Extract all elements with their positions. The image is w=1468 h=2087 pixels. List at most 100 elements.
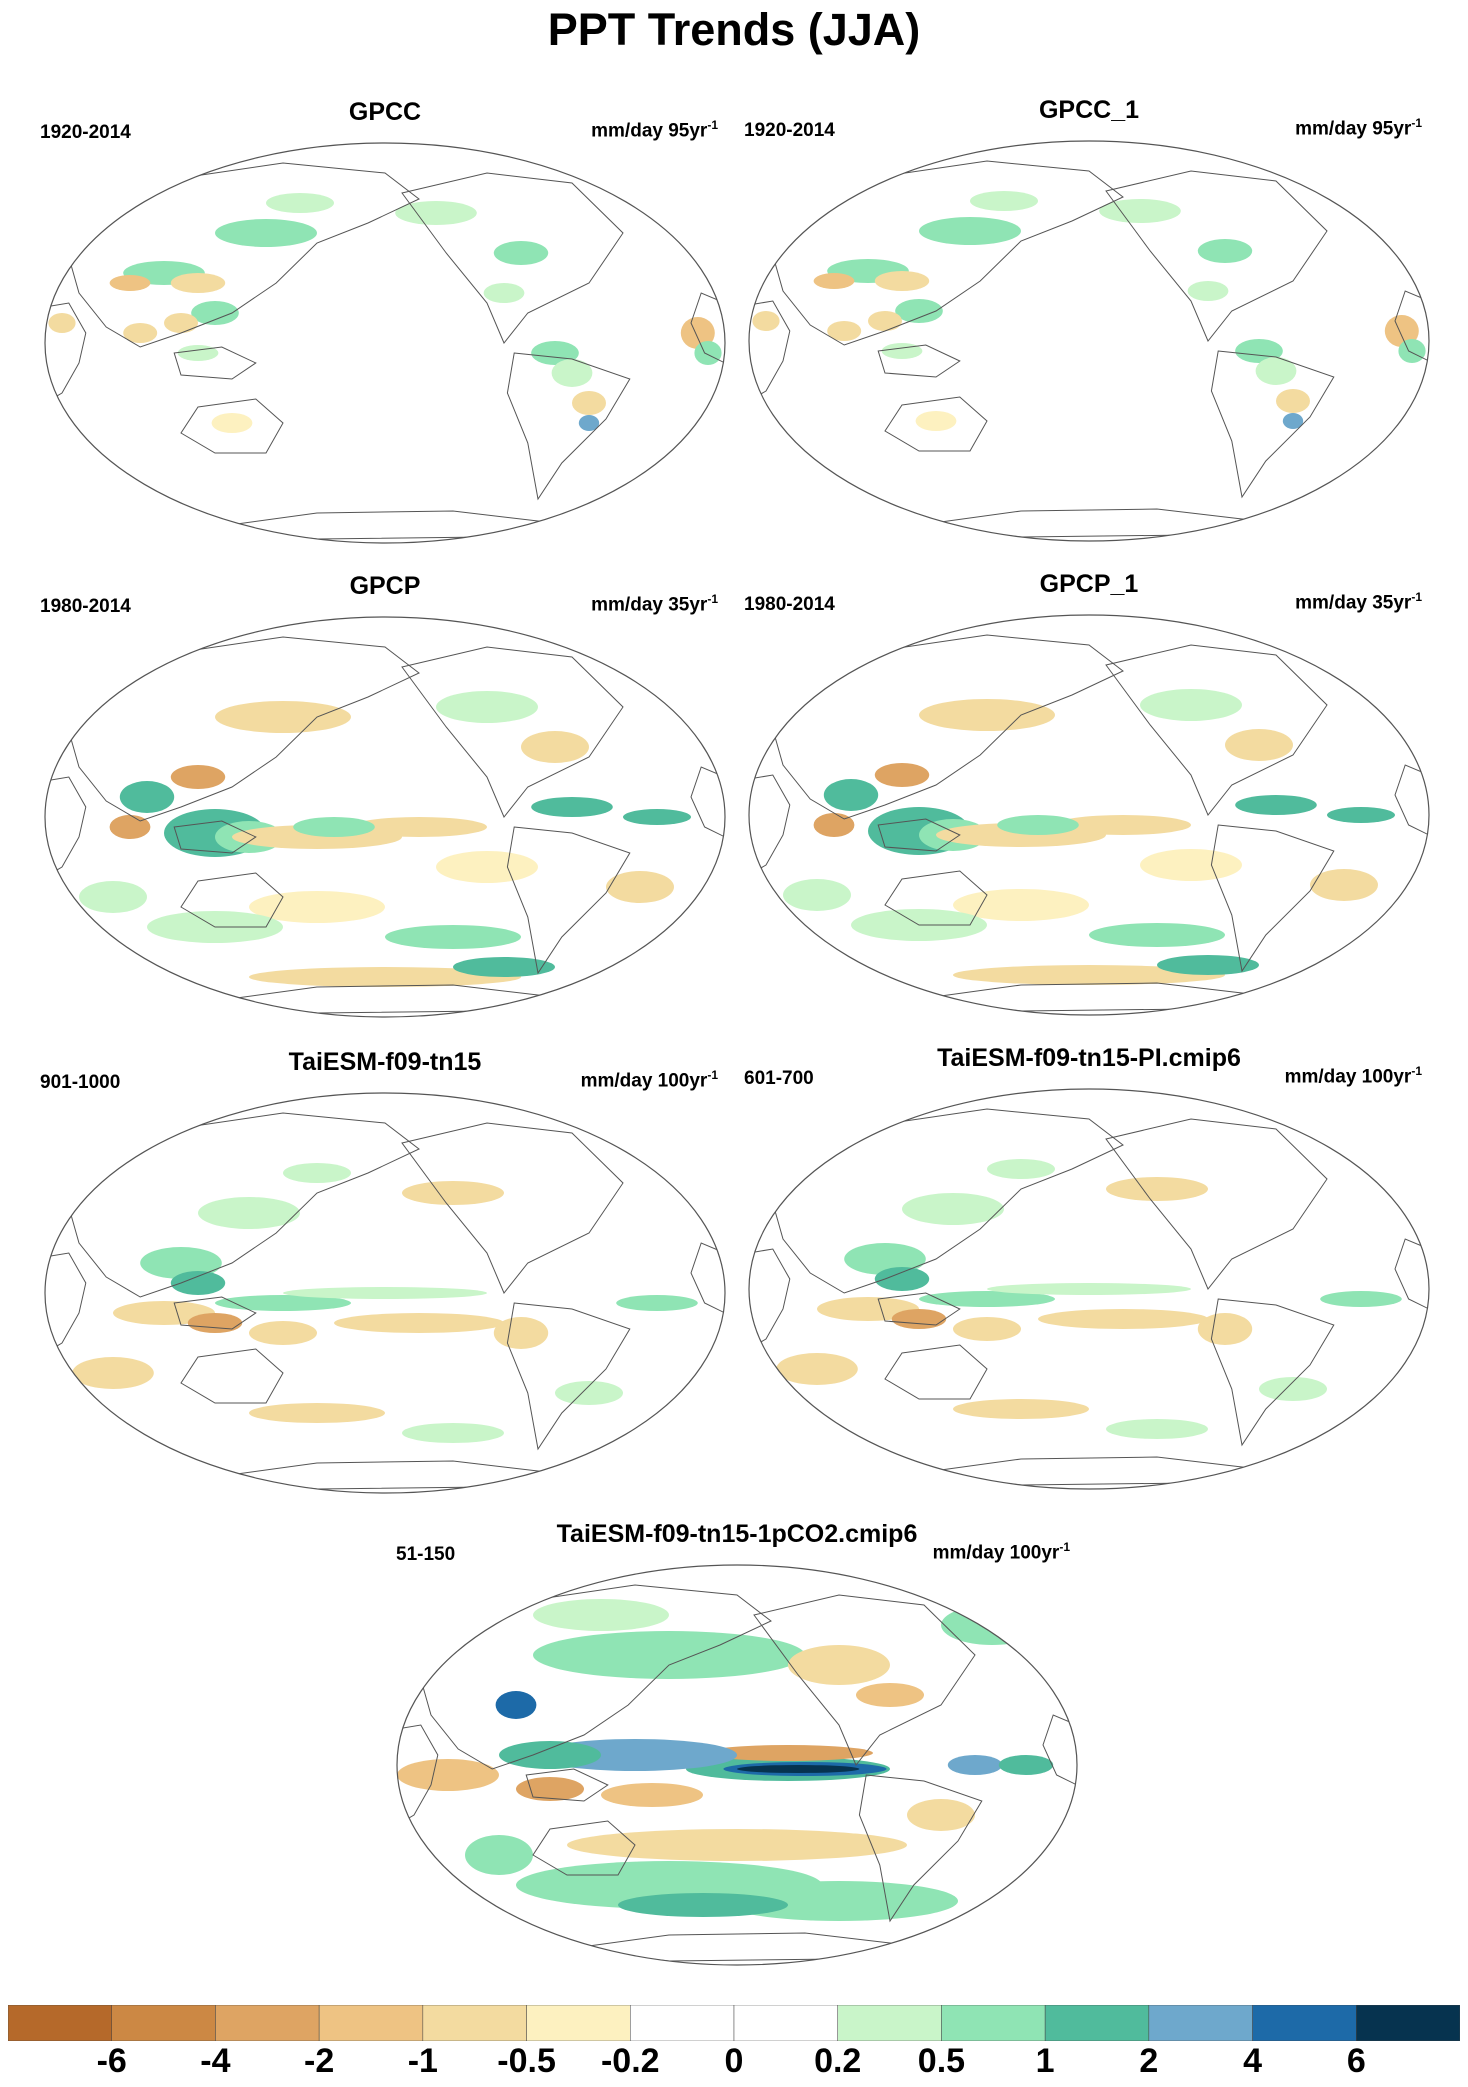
map-border bbox=[748, 614, 1430, 1016]
trend-contour bbox=[170, 273, 226, 293]
trend-contour bbox=[783, 879, 851, 911]
coastline-north-america bbox=[1105, 1118, 1328, 1290]
panel-units: mm/day 35yr-1 bbox=[591, 592, 718, 616]
panel-title: GPCP_1 bbox=[1039, 570, 1139, 598]
trend-contour bbox=[521, 731, 589, 763]
panel-years: 1980-2014 bbox=[40, 596, 131, 617]
trend-contour bbox=[283, 1163, 351, 1183]
trend-contour bbox=[495, 1691, 537, 1719]
coastline-eurasia bbox=[61, 162, 420, 348]
trend-contour bbox=[1235, 339, 1283, 363]
coastline-australia bbox=[180, 1348, 284, 1404]
trend-contour bbox=[823, 779, 879, 811]
panel-years: 901-1000 bbox=[40, 1072, 121, 1093]
coastline-australia bbox=[180, 398, 284, 454]
trend-contour bbox=[902, 1193, 1004, 1225]
trend-contour bbox=[72, 1357, 154, 1389]
colorbar-tick-label: 1 bbox=[1035, 2042, 1055, 2080]
trend-contour bbox=[953, 1399, 1089, 1419]
trend-contour bbox=[385, 925, 521, 949]
trend-contour bbox=[874, 763, 930, 787]
map-panel-gpcp-1: GPCP_1 1980-2014 mm/day 35yr-1 bbox=[744, 570, 1434, 1020]
trend-contour bbox=[856, 1683, 924, 1707]
coastline-eurasia bbox=[765, 1108, 1124, 1294]
coastline-north-america bbox=[401, 1122, 624, 1294]
trend-contour bbox=[531, 797, 613, 817]
colorbar-tick-label: 0.5 bbox=[917, 2042, 966, 2080]
colorbar-box bbox=[1356, 2005, 1460, 2041]
coastline-africa-west bbox=[45, 776, 87, 878]
colorbar-tick-label: -6 bbox=[96, 2042, 127, 2080]
coastline-africa-east bbox=[690, 292, 725, 364]
coastline-maritime bbox=[173, 820, 257, 854]
coastline-maritime bbox=[877, 818, 961, 852]
trend-contour bbox=[249, 891, 385, 923]
map-panel-taiesm-1pco2: TaiESM-f09-tn15-1pCO2.cmip6 51-150 mm/da… bbox=[392, 1520, 1082, 1970]
trend-contour bbox=[1398, 339, 1426, 363]
panel-years: 1920-2014 bbox=[744, 120, 835, 141]
colorbar-box bbox=[1252, 2005, 1357, 2041]
trend-contour bbox=[177, 345, 219, 361]
trend-contour bbox=[533, 1599, 669, 1631]
coastline-north-america bbox=[1105, 170, 1328, 342]
coastline-south-america bbox=[506, 826, 631, 975]
colorbar-box bbox=[1148, 2005, 1253, 2041]
trend-contour bbox=[874, 1267, 930, 1291]
trend-contour bbox=[215, 701, 351, 733]
trend-contour bbox=[1187, 281, 1229, 301]
trend-contour bbox=[953, 965, 1225, 985]
trend-contour bbox=[868, 311, 902, 331]
trend-contour bbox=[915, 411, 957, 431]
colorbar-tick-label: 6 bbox=[1346, 2042, 1366, 2080]
trend-contour bbox=[578, 415, 600, 431]
trend-contour bbox=[567, 1829, 907, 1861]
trend-contour bbox=[164, 313, 198, 333]
trend-contour bbox=[813, 813, 855, 837]
trend-contour bbox=[919, 1291, 1055, 1307]
coastline-eurasia bbox=[765, 634, 1124, 820]
trend-contour bbox=[827, 321, 862, 341]
trend-contour bbox=[919, 217, 1021, 245]
world-map bbox=[748, 614, 1430, 1016]
coastline-north-america bbox=[401, 646, 624, 818]
trend-contour bbox=[493, 1317, 549, 1349]
trend-contour bbox=[402, 1181, 504, 1205]
trend-contour bbox=[1055, 815, 1191, 835]
trend-contour bbox=[79, 881, 147, 913]
map-border bbox=[44, 616, 726, 1018]
map-panel-gpcp: GPCP 1980-2014 mm/day 35yr-1 bbox=[40, 572, 730, 1022]
coastline-south-america bbox=[1210, 350, 1335, 499]
panel-years: 1980-2014 bbox=[744, 594, 835, 615]
trend-contour bbox=[953, 889, 1089, 921]
coastline-africa-east bbox=[690, 766, 725, 838]
trend-contour bbox=[987, 1283, 1191, 1295]
colorbar-box bbox=[630, 2005, 735, 2041]
colorbar-box bbox=[837, 2005, 942, 2041]
coastline-antarctica bbox=[918, 982, 1260, 1012]
trend-contour bbox=[844, 1243, 926, 1275]
panel-title: TaiESM-f09-tn15-1pCO2.cmip6 bbox=[556, 1520, 918, 1548]
coastline-maritime bbox=[877, 344, 961, 378]
trend-contour bbox=[1140, 849, 1242, 881]
trend-contour bbox=[606, 871, 674, 903]
world-map bbox=[748, 140, 1430, 542]
coastline-north-america bbox=[1105, 644, 1328, 816]
colorbar-tick-label: 2 bbox=[1139, 2042, 1159, 2080]
trend-contour bbox=[533, 1631, 805, 1679]
coastline-eurasia bbox=[413, 1584, 772, 1770]
coastline-africa-west bbox=[397, 1724, 439, 1826]
map-border bbox=[748, 1088, 1430, 1490]
coastline-antarctica bbox=[214, 510, 556, 540]
panel-years: 1920-2014 bbox=[40, 122, 131, 143]
coastline-africa-west bbox=[749, 300, 791, 402]
trend-contour bbox=[249, 1403, 385, 1423]
coastline-maritime bbox=[173, 346, 257, 380]
trend-contour bbox=[555, 1381, 623, 1405]
trend-contour bbox=[215, 219, 317, 247]
coastline-africa-west bbox=[749, 774, 791, 876]
panel-units: mm/day 100yr-1 bbox=[580, 1068, 718, 1092]
trend-contour bbox=[483, 283, 525, 303]
panel-years: 51-150 bbox=[396, 1544, 456, 1565]
coastline-australia bbox=[884, 396, 988, 452]
trend-contour bbox=[1235, 795, 1317, 815]
